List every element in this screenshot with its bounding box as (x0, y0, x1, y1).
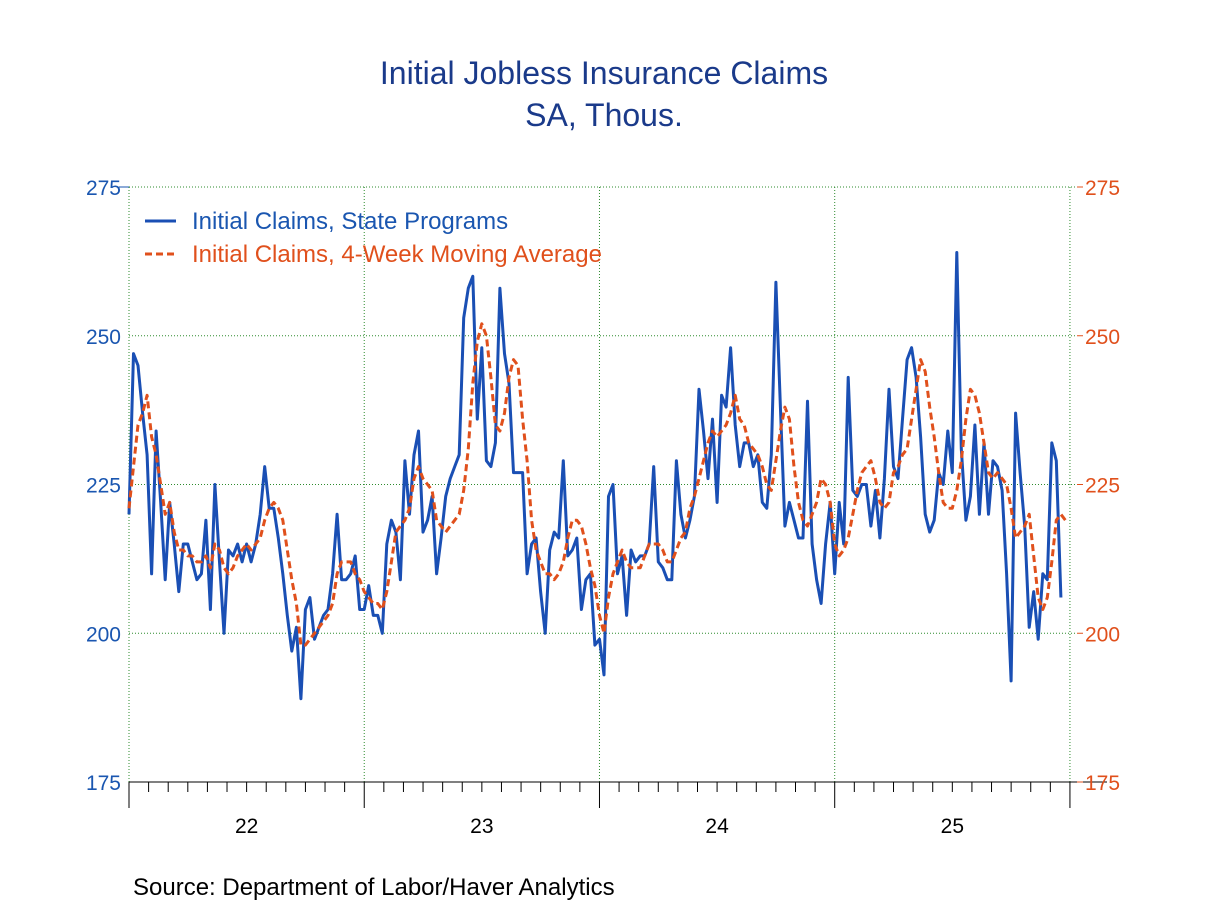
x-tick-label: 22 (235, 815, 258, 838)
axes (119, 186, 1107, 808)
y-tick-label-right: 200 (1085, 623, 1120, 646)
y-tick-label-left: 175 (86, 772, 121, 795)
y-tick-label-left: 200 (86, 623, 121, 646)
legend-label-moving-average: Initial Claims, 4-Week Moving Average (192, 241, 602, 268)
series-line-state-programs (127, 251, 1063, 701)
y-tick-label-right: 175 (1085, 772, 1120, 795)
source-note: Source: Department of Labor/Haver Analyt… (133, 874, 615, 901)
y-axis-left-ticks: 275 250 225 200 175 (86, 177, 121, 795)
y-tick-label-left: 225 (86, 475, 121, 498)
series-group (127, 251, 1067, 701)
series-line-moving-average (127, 322, 1067, 647)
y-tick-label-right: 225 (1085, 475, 1120, 498)
x-axis-ticks: 22 23 24 25 (235, 815, 964, 838)
chart-subtitle: SA, Thous. (525, 97, 683, 133)
y-tick-label-right: 275 (1085, 177, 1120, 200)
y-tick-label-right: 250 (1085, 326, 1120, 349)
chart-title: Initial Jobless Insurance Claims (380, 55, 828, 91)
legend: Initial Claims, State Programs Initial C… (145, 208, 602, 268)
x-tick-label: 25 (941, 815, 964, 838)
x-tick-label: 23 (470, 815, 493, 838)
y-axis-right-ticks: 275 250 225 200 175 (1077, 177, 1120, 795)
x-tick-label: 24 (705, 815, 729, 838)
legend-label-state-programs: Initial Claims, State Programs (192, 208, 508, 235)
y-tick-label-left: 250 (86, 326, 121, 349)
y-tick-label-left: 275 (86, 177, 121, 200)
grid (128, 186, 1077, 782)
